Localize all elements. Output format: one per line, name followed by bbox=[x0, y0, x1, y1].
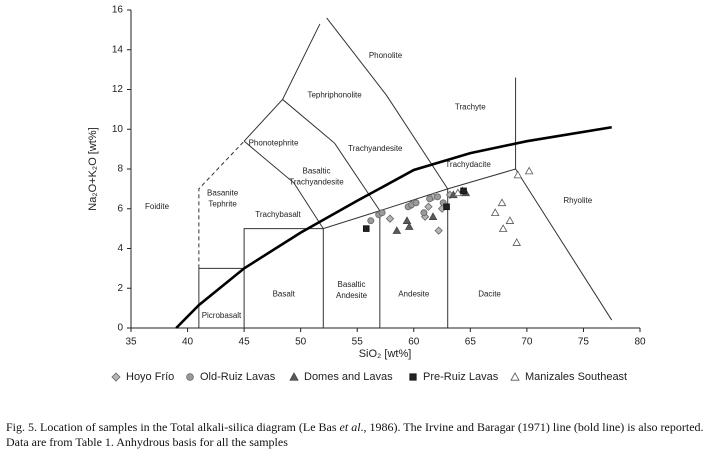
point bbox=[392, 226, 402, 234]
point bbox=[424, 202, 433, 211]
x-tick-label: 65 bbox=[465, 337, 477, 348]
y-tick-label: 14 bbox=[112, 44, 124, 55]
x-tick-label: 50 bbox=[295, 337, 307, 348]
x-tick-label: 45 bbox=[239, 337, 251, 348]
point bbox=[362, 225, 370, 232]
field-label: Rhyolite bbox=[563, 196, 592, 205]
x-tick-label: 80 bbox=[634, 337, 646, 348]
point bbox=[512, 238, 521, 246]
point bbox=[420, 209, 428, 217]
caption-text: Fig. 5. Location of samples in the Total… bbox=[6, 420, 340, 434]
legend-label: Domes and Lavas bbox=[304, 371, 393, 383]
field-boundary bbox=[515, 168, 613, 321]
field-boundary bbox=[243, 168, 516, 328]
legend-label: Old-Ruiz Lavas bbox=[200, 371, 276, 383]
field-label: Picrobasalt bbox=[202, 311, 242, 320]
x-tick-label: 70 bbox=[521, 337, 533, 348]
field-label: Dacite bbox=[478, 289, 501, 298]
y-tick-label: 8 bbox=[117, 164, 123, 175]
field-boundary bbox=[326, 17, 449, 190]
chart: SiO₂ [wt%] Na₂O+K₂O [wt%] 35 40 45 50 55 60 65… bbox=[87, 5, 646, 383]
point bbox=[404, 222, 414, 230]
point bbox=[434, 193, 441, 201]
field-label: Phonotephrite bbox=[249, 138, 299, 147]
field-label: Trachyandesite bbox=[289, 178, 344, 187]
y-tick-label: 12 bbox=[112, 84, 124, 95]
field-label: Trachyandesite bbox=[348, 144, 403, 153]
point bbox=[402, 216, 412, 224]
legend-marker bbox=[111, 372, 121, 382]
legend-label: Pre-Ruiz Lavas bbox=[423, 371, 499, 383]
legend-marker bbox=[409, 373, 417, 381]
point bbox=[412, 199, 420, 207]
point bbox=[434, 226, 443, 235]
legend-marker bbox=[186, 373, 194, 381]
point bbox=[426, 195, 434, 203]
x-tick-label: 40 bbox=[182, 337, 194, 348]
field-label: Basaltic bbox=[302, 167, 330, 176]
y-axis-label: Na₂O+K₂O [wt%] bbox=[87, 127, 99, 210]
field-label: Tephriphonolite bbox=[307, 91, 362, 100]
field-boundary bbox=[243, 23, 321, 142]
field-label: Andesite bbox=[398, 289, 430, 298]
point bbox=[443, 203, 450, 211]
field-label: Trachybasalt bbox=[255, 210, 301, 219]
legend-label: Hoyo Frío bbox=[126, 371, 174, 383]
field-label: Trachyte bbox=[455, 102, 486, 111]
y-tick-label: 4 bbox=[117, 243, 123, 254]
y-tick-label: 10 bbox=[112, 124, 124, 135]
caption-text: ., 1986). The Irvine and Baragar (1971) … bbox=[6, 420, 704, 449]
point bbox=[497, 198, 507, 207]
point bbox=[524, 166, 534, 175]
point bbox=[378, 209, 386, 217]
caption-italic: et al bbox=[339, 420, 361, 434]
x-axis-label: SiO₂ [wt%] bbox=[359, 348, 412, 360]
x-tick-label: 35 bbox=[125, 337, 137, 348]
point bbox=[385, 214, 395, 223]
x-tick-label: 75 bbox=[578, 337, 590, 348]
point bbox=[490, 208, 500, 217]
x-tick-label: 55 bbox=[352, 337, 364, 348]
y-tick-label: 0 bbox=[117, 323, 123, 334]
legend-label: Manizales Southeast bbox=[525, 371, 627, 383]
field-label: Andesite bbox=[336, 291, 368, 300]
point bbox=[505, 216, 515, 224]
y-tick-label: 6 bbox=[117, 203, 123, 214]
field-label: Basalt bbox=[273, 289, 296, 298]
caption: Fig. 5. Location of samples in the Total… bbox=[6, 420, 718, 450]
point bbox=[498, 224, 508, 232]
legend-marker bbox=[289, 372, 299, 381]
field-boundary bbox=[198, 140, 245, 269]
point bbox=[513, 170, 523, 179]
x-tick-label: 60 bbox=[408, 337, 420, 348]
field-label: Foidite bbox=[145, 202, 170, 211]
field-label: Basaltic bbox=[338, 280, 366, 289]
point bbox=[460, 187, 467, 195]
field-boundary bbox=[243, 140, 324, 229]
field-boundary bbox=[282, 99, 381, 212]
field-label: Phonolite bbox=[369, 51, 403, 60]
point bbox=[428, 212, 438, 220]
field-label: Trachydacite bbox=[445, 160, 491, 169]
field-label: Tephrite bbox=[208, 199, 237, 208]
point bbox=[367, 217, 375, 225]
y-tick-label: 2 bbox=[117, 283, 123, 294]
irvine-baragar-line bbox=[175, 125, 612, 329]
field-label: Basanite bbox=[207, 188, 239, 197]
point bbox=[453, 188, 463, 197]
legend-marker bbox=[510, 372, 520, 381]
y-tick-label: 16 bbox=[112, 5, 124, 16]
